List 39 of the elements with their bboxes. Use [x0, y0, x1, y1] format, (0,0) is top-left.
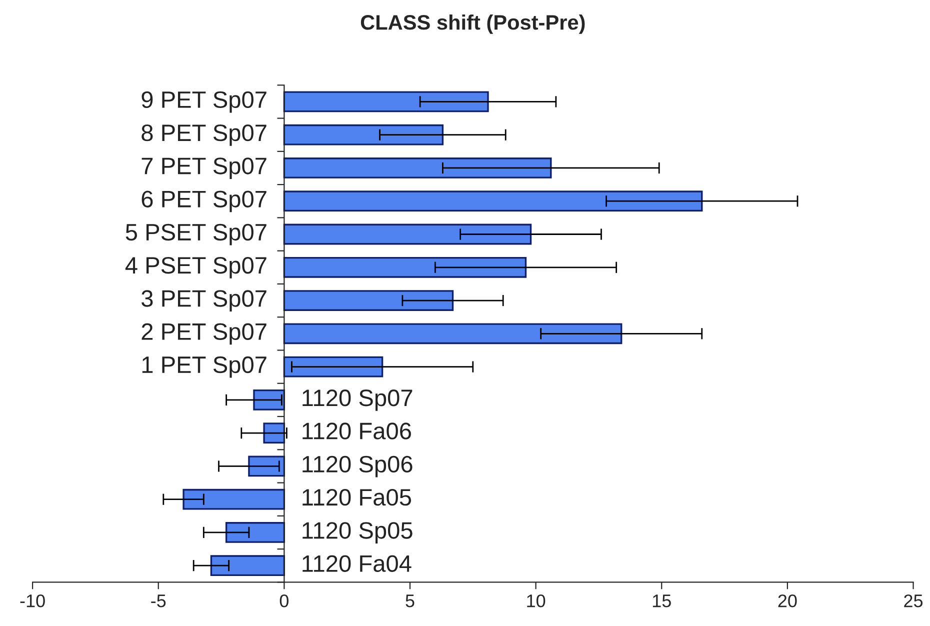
bar	[248, 456, 286, 477]
bar	[225, 522, 286, 543]
bar	[263, 422, 286, 444]
y-tick-label: 1120 Fa05	[302, 488, 412, 506]
y-tick-label: 8 PET Sp07	[142, 124, 266, 146]
bar	[283, 91, 489, 112]
y-tick-label: 6 PET Sp07	[142, 190, 266, 212]
bar	[182, 488, 286, 510]
bar	[283, 158, 552, 178]
x-tick-label: -10	[20, 594, 45, 608]
x-tick-label: 25	[904, 594, 923, 608]
x-tick-label: 15	[652, 594, 671, 608]
y-tick-label: 1 PET Sp07	[142, 356, 266, 378]
bar	[283, 290, 454, 311]
y-tick-label: 1120 Sp05	[302, 522, 412, 544]
y-tick-label: 3 PET Sp07	[142, 290, 266, 312]
y-tick-label: 1120 Fa04	[302, 555, 412, 572]
y-tick-label: 1120 Fa06	[302, 422, 411, 440]
bar	[283, 124, 444, 146]
y-tick-label: 1120 Sp06	[302, 456, 412, 478]
y-tick-label: 1120 Sp07	[302, 390, 412, 411]
bar	[283, 224, 532, 245]
y-tick-label: 5 PSET Sp07	[126, 224, 266, 246]
bar	[283, 190, 703, 212]
bar	[283, 356, 384, 378]
bar	[283, 323, 622, 344]
x-tick-label: -5	[151, 594, 166, 608]
y-tick-label: 7 PET Sp07	[142, 158, 266, 179]
y-tick-label: 4 PSET Sp07	[125, 257, 266, 278]
x-tick-label: 5	[406, 594, 414, 608]
y-tick-label: 9 PET Sp07	[142, 91, 266, 113]
x-tick-label: 10	[527, 594, 546, 608]
x-tick-label: 20	[778, 594, 797, 608]
bar	[253, 389, 286, 410]
chart-title: CLASS shift (Post-Pre)	[360, 14, 585, 34]
y-tick-label: 2 PET Sp07	[142, 323, 266, 345]
x-tick-label: 0	[280, 594, 288, 608]
bar	[210, 555, 286, 576]
bar	[283, 256, 527, 278]
